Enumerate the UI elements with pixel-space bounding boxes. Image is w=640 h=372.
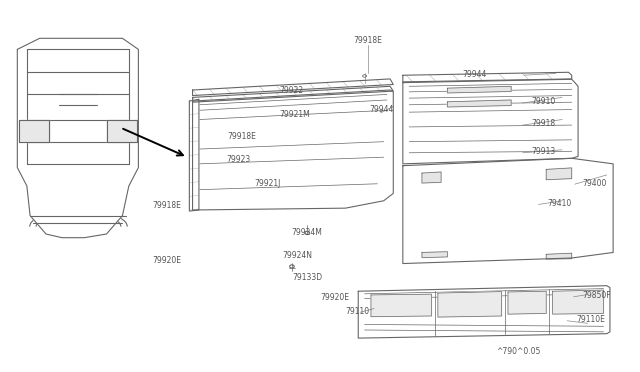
Text: 79400: 79400 bbox=[582, 179, 607, 187]
Text: 79944: 79944 bbox=[370, 105, 394, 114]
Text: 79850F: 79850F bbox=[582, 291, 611, 300]
Polygon shape bbox=[371, 294, 431, 317]
Text: 79410: 79410 bbox=[547, 199, 572, 208]
Text: 79923: 79923 bbox=[227, 155, 251, 164]
Polygon shape bbox=[19, 119, 49, 142]
Text: ^790^0.05: ^790^0.05 bbox=[497, 347, 541, 356]
Text: 79918E: 79918E bbox=[152, 201, 181, 210]
Polygon shape bbox=[189, 99, 199, 211]
Text: 79920E: 79920E bbox=[321, 293, 350, 302]
Polygon shape bbox=[193, 90, 394, 210]
Polygon shape bbox=[106, 119, 137, 142]
Polygon shape bbox=[403, 79, 578, 164]
Polygon shape bbox=[447, 86, 511, 93]
Polygon shape bbox=[546, 168, 572, 180]
Text: 79920E: 79920E bbox=[152, 256, 181, 265]
Text: 79133D: 79133D bbox=[292, 273, 322, 282]
Text: 79944: 79944 bbox=[462, 70, 486, 78]
Polygon shape bbox=[508, 291, 546, 314]
Polygon shape bbox=[193, 79, 394, 96]
Text: 79913: 79913 bbox=[532, 147, 556, 156]
Polygon shape bbox=[447, 100, 511, 107]
Text: 79924M: 79924M bbox=[292, 228, 323, 237]
Polygon shape bbox=[403, 72, 572, 82]
Polygon shape bbox=[552, 290, 604, 314]
Polygon shape bbox=[546, 253, 572, 259]
Text: 79110: 79110 bbox=[346, 307, 370, 316]
Text: 79918: 79918 bbox=[532, 119, 556, 128]
Polygon shape bbox=[358, 286, 610, 338]
Text: 79918E: 79918E bbox=[353, 36, 382, 45]
Text: 79922: 79922 bbox=[279, 86, 303, 94]
Polygon shape bbox=[17, 38, 138, 238]
Text: 79921M: 79921M bbox=[279, 109, 310, 119]
Text: 79924N: 79924N bbox=[283, 251, 313, 260]
Polygon shape bbox=[438, 292, 502, 317]
Text: 79910: 79910 bbox=[532, 97, 556, 106]
Text: 79918E: 79918E bbox=[228, 132, 257, 141]
Text: 79110E: 79110E bbox=[576, 315, 605, 324]
Polygon shape bbox=[422, 172, 441, 183]
Polygon shape bbox=[403, 158, 613, 263]
Text: 79921J: 79921J bbox=[255, 179, 281, 188]
Polygon shape bbox=[422, 252, 447, 258]
Polygon shape bbox=[193, 86, 394, 102]
